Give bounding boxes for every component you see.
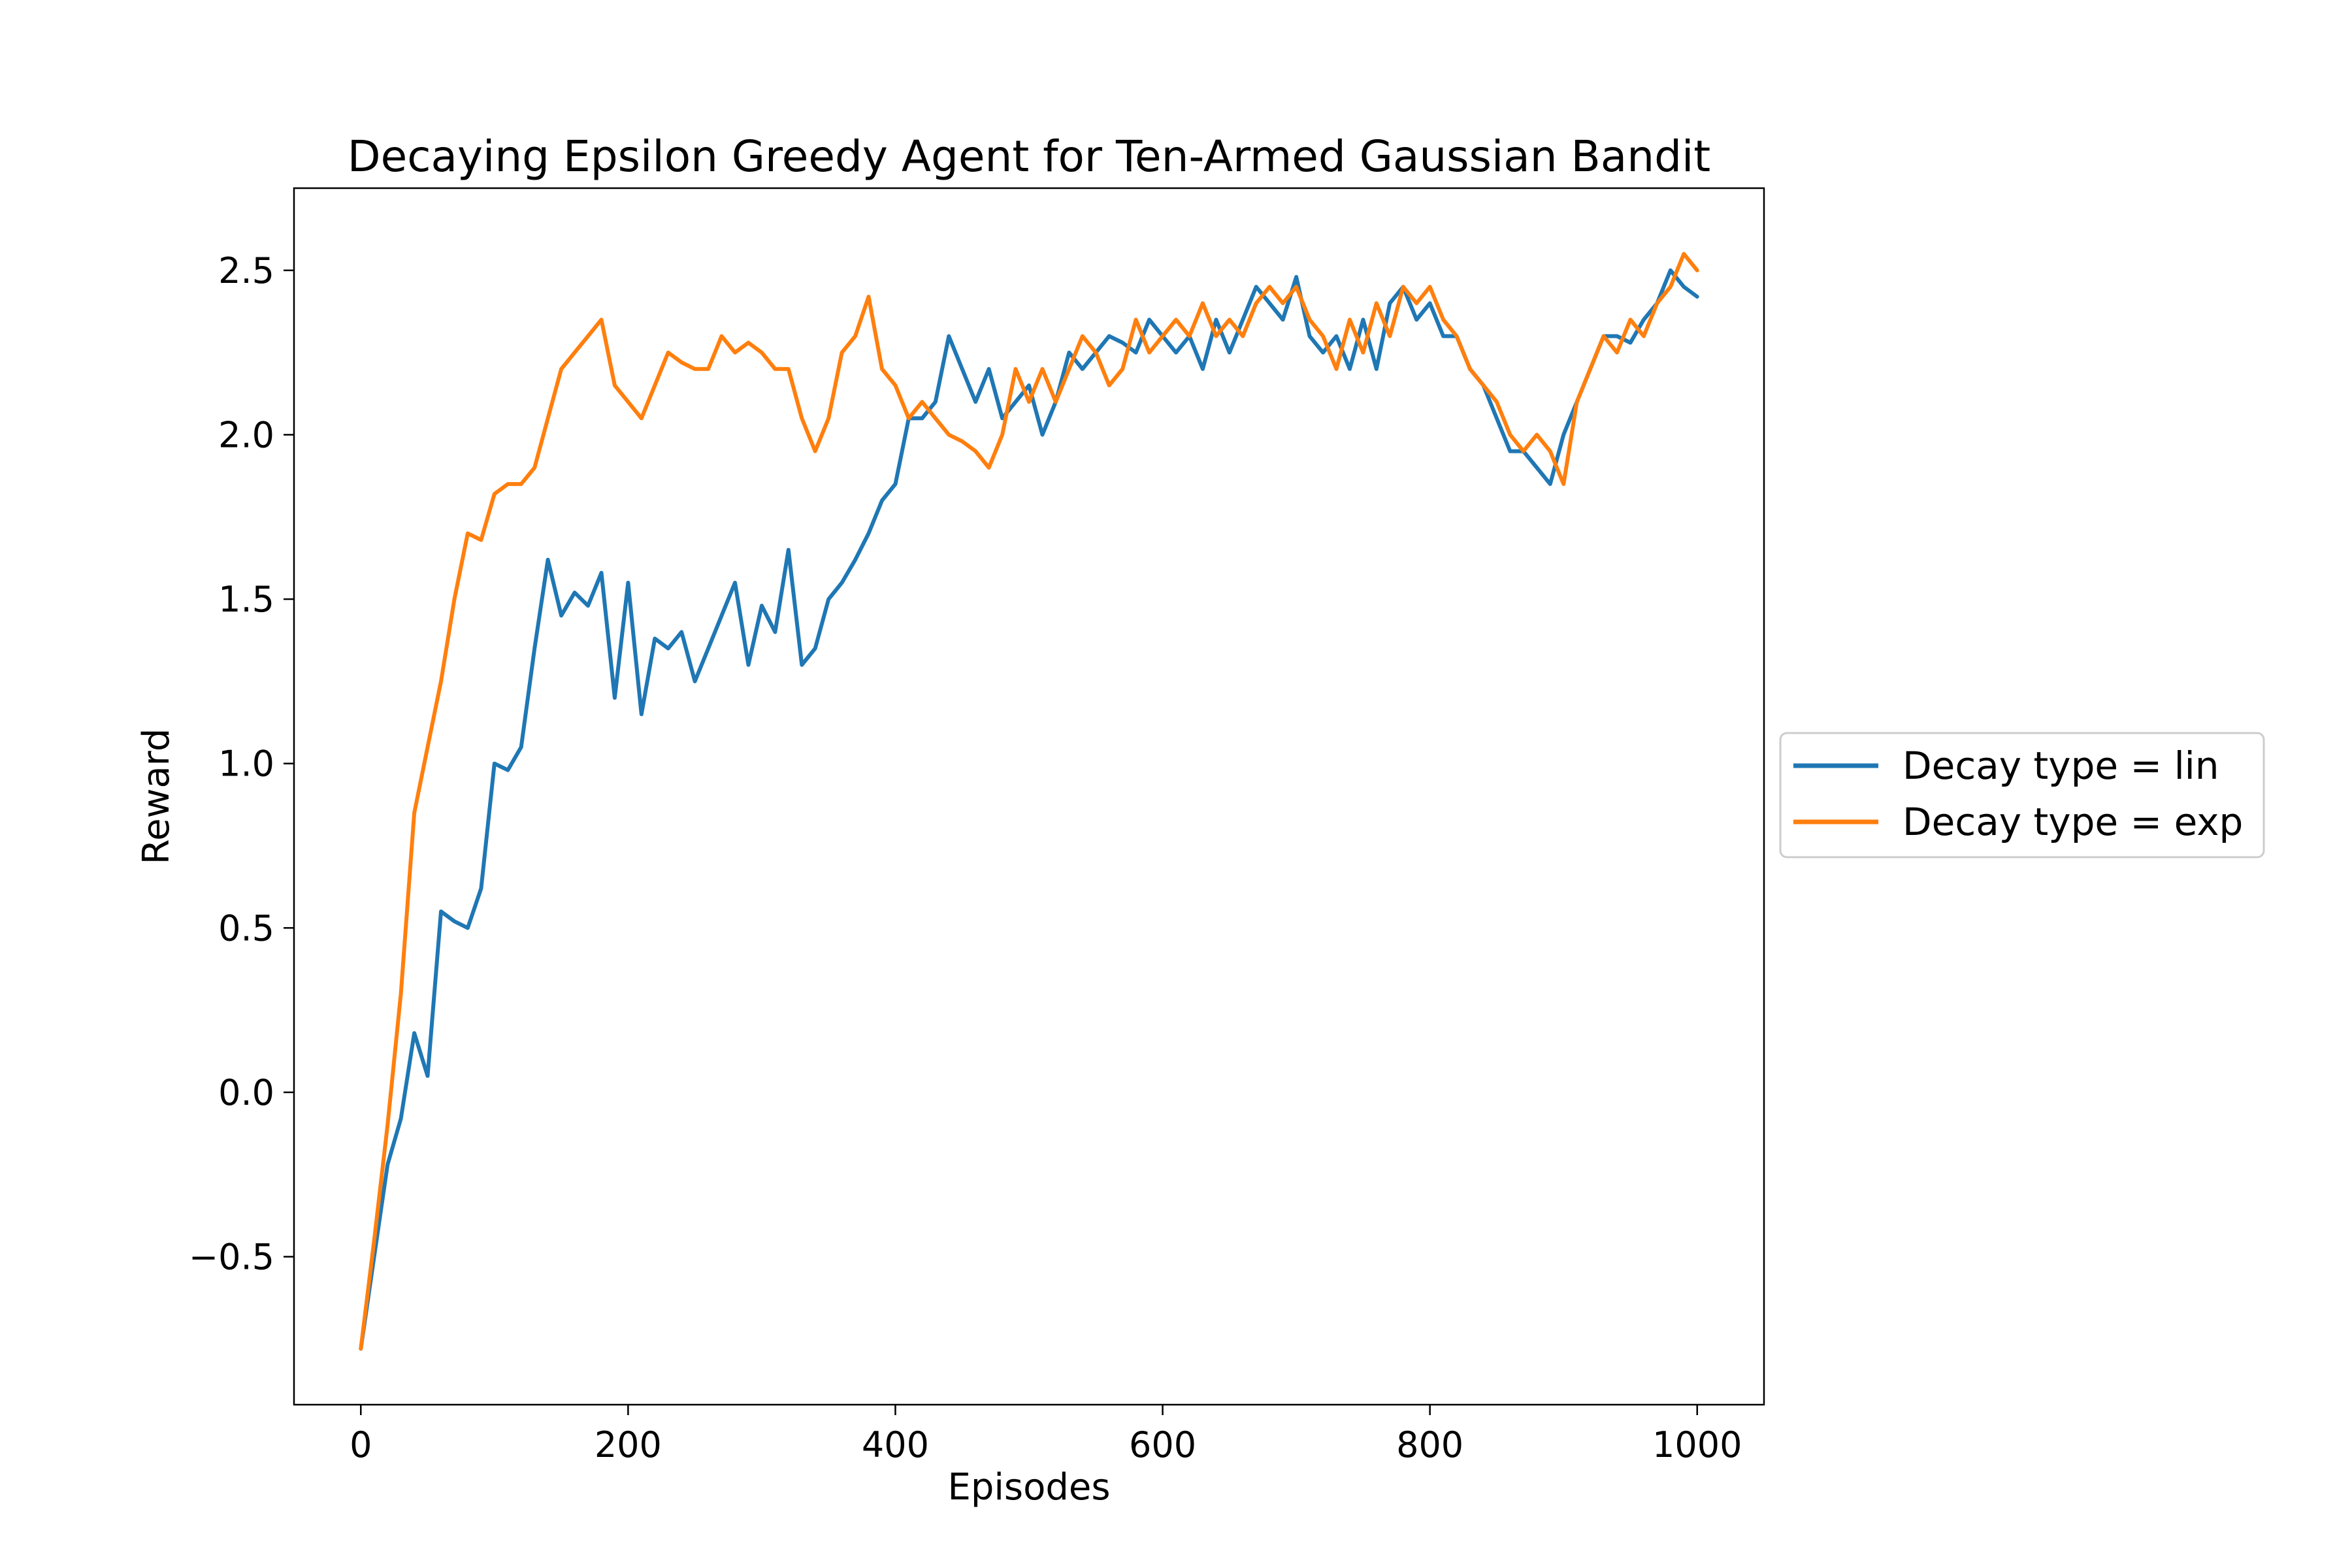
chart-title: Decaying Epsilon Greedy Agent for Ten-Ar… [348, 131, 1710, 182]
legend-box [1779, 732, 2265, 858]
plot-area [359, 252, 1699, 1351]
x-tick-label: 800 [1396, 1424, 1463, 1465]
x-axis: 0 200 400 600 800 1000 [350, 1405, 1742, 1465]
series-line-exp [359, 252, 1699, 1351]
y-axis: −0.5 0.0 0.5 1.0 1.5 2.0 2.5 [189, 250, 294, 1278]
y-axis-label: Reward [135, 728, 178, 865]
x-tick-label: 1000 [1652, 1424, 1742, 1465]
x-tick-label: 400 [862, 1424, 929, 1465]
series-layer [359, 252, 1699, 1351]
x-axis-label: Episodes [947, 1466, 1110, 1509]
y-tick-label: 1.0 [218, 743, 274, 785]
legend-label-lin: Decay type = lin [1903, 743, 2219, 788]
y-tick-label: 2.5 [218, 250, 274, 291]
legend-label-exp: Decay type = exp [1903, 800, 2243, 844]
y-tick-label: 0.0 [218, 1072, 274, 1113]
y-tick-label: 1.5 [218, 579, 274, 620]
y-tick-label: 2.0 [218, 414, 274, 455]
plot-frame [293, 187, 1765, 1406]
x-tick-label: 0 [350, 1424, 372, 1465]
y-tick-label: 0.5 [218, 907, 274, 949]
legend: Decay type = lin Decay type = exp [1779, 732, 2265, 858]
x-tick-label: 200 [595, 1424, 662, 1465]
y-tick-label: −0.5 [189, 1237, 274, 1278]
x-tick-label: 600 [1129, 1424, 1196, 1465]
